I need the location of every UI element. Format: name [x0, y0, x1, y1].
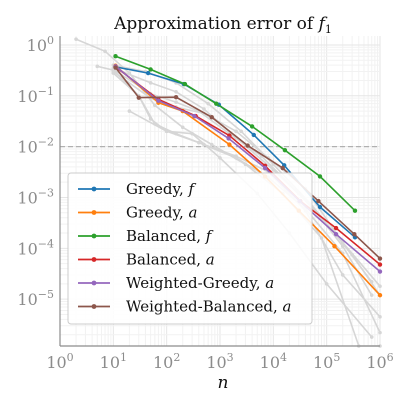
x-tick-label: 105: [313, 351, 340, 372]
background-series-point: [369, 293, 374, 297]
background-series-point: [340, 273, 345, 277]
background-series-point: [103, 49, 107, 54]
x-tick-label: 103: [206, 351, 233, 372]
series-line: [114, 65, 381, 273]
background-series-point: [153, 103, 157, 108]
background-series-point: [174, 89, 178, 94]
series-point: [113, 65, 118, 70]
background-series-point: [209, 142, 214, 147]
legend-label: Greedy, a: [126, 204, 197, 222]
series-point: [182, 81, 188, 87]
series-point: [352, 208, 358, 213]
background-series-point: [369, 335, 374, 339]
series-point: [156, 98, 161, 103]
background-series-point: [164, 129, 169, 134]
series-point: [280, 165, 285, 171]
series-line: [115, 66, 356, 238]
series-point: [333, 231, 339, 237]
series-point: [251, 132, 256, 138]
background-series-point: [127, 109, 132, 113]
legend-marker: [91, 257, 97, 262]
series-point: [145, 70, 151, 76]
legend: Greedy, f Greedy, a Balanced, f Balanced, a…: [67, 172, 313, 325]
series-line: [115, 55, 356, 212]
legend-label: Balanced, f: [126, 227, 214, 245]
series-point: [377, 292, 383, 298]
series-point: [317, 204, 323, 210]
chart-title: Approximation error of f1: [113, 14, 332, 36]
x-tick-label: 106: [366, 351, 393, 372]
series-line: [115, 66, 381, 266]
background-series-point: [239, 129, 244, 134]
series-point: [317, 174, 323, 179]
background-series-point: [324, 282, 329, 286]
series-point: [282, 148, 288, 153]
legend-marker: [91, 304, 97, 309]
series-point: [249, 124, 255, 129]
legend-label: Greedy, f: [126, 180, 197, 198]
series-line: [114, 65, 381, 296]
series-point: [316, 198, 321, 204]
x-tick-label: 101: [100, 351, 127, 372]
series-point: [245, 143, 250, 148]
legend-marker: [91, 210, 97, 215]
legend-label: Weighted-Balanced, a: [126, 298, 291, 316]
y-tick-label: 10−2: [17, 136, 54, 157]
background-series-point: [202, 107, 206, 111]
background-series-point: [206, 101, 210, 106]
background-series-point: [148, 117, 153, 121]
series-point: [377, 256, 383, 261]
series-layer: [113, 54, 383, 298]
y-tick-label: 10−3: [17, 186, 54, 207]
y-tick-label: 10−4: [17, 237, 54, 258]
series-point: [173, 94, 179, 100]
series-point: [352, 231, 357, 237]
background-series-point: [378, 315, 382, 319]
series-point: [377, 262, 383, 267]
background-series-point: [234, 156, 238, 160]
background-series-point: [190, 131, 194, 136]
series-point: [136, 95, 141, 100]
y-tick-label: 10−5: [17, 288, 54, 309]
x-tick-label: 102: [153, 351, 180, 372]
background-series-point: [180, 125, 185, 130]
series-point: [227, 142, 232, 147]
x-axis-label: n: [218, 373, 229, 393]
series-point: [214, 101, 219, 106]
background-series-point: [378, 330, 382, 335]
series-point: [262, 165, 268, 171]
background-series-point: [196, 140, 201, 145]
background-series-point: [350, 252, 354, 257]
series-point: [333, 225, 339, 231]
y-tick-label: 10−1: [17, 85, 54, 106]
background-series-point: [378, 284, 382, 289]
axes: [59, 36, 380, 347]
y-tick-label: 100: [27, 34, 54, 55]
series-point: [148, 67, 153, 72]
background-series-point: [111, 69, 116, 74]
background-series-point: [218, 156, 222, 160]
background-series-point: [234, 129, 238, 134]
series-point: [209, 114, 214, 120]
series-point: [226, 136, 231, 141]
series-point: [192, 113, 197, 119]
background-series-point: [95, 64, 100, 69]
series-point: [113, 54, 118, 59]
x-tick-label: 100: [46, 351, 73, 372]
series-point: [332, 244, 337, 249]
series-point: [377, 269, 383, 274]
background-series-point: [74, 37, 78, 41]
legend-marker: [91, 280, 97, 286]
legend-marker: [91, 233, 97, 239]
background-series-point: [174, 100, 178, 104]
y-tick-labels: 100 10−1 10−2 10−3 10−4 10−5: [17, 34, 54, 309]
legend-box: [67, 172, 313, 325]
x-tick-label: 104: [260, 351, 287, 372]
legend-label: Balanced, a: [126, 251, 215, 269]
legend-label: Weighted-Greedy, a: [126, 274, 274, 292]
x-tick-labels: 100 101 102 103 104 105 106: [46, 351, 393, 372]
background-series-point: [148, 81, 153, 85]
legend-marker: [91, 186, 97, 192]
